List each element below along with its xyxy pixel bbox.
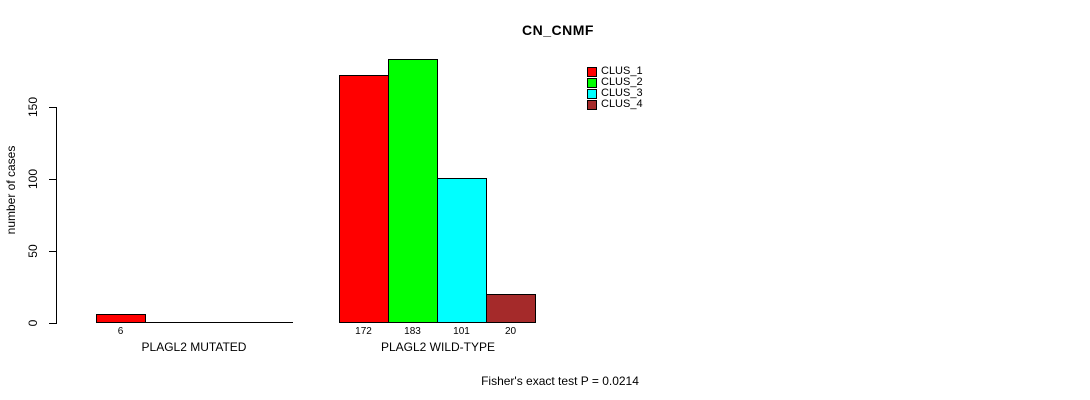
bar-value-label: 20 (504, 326, 517, 337)
y-axis-tick-label: 150 (26, 96, 40, 118)
bar-clus-1-group1 (96, 314, 146, 323)
fisher-test-annotation: Fisher's exact test P = 0.0214 (481, 374, 639, 388)
legend-label: CLUS_1 (601, 65, 643, 77)
y-axis-tick-label: 100 (26, 168, 40, 190)
y-axis-tick-label: 50 (26, 244, 40, 258)
y-axis-line (56, 107, 57, 324)
bar-clus-1-group2 (339, 75, 389, 323)
zero-bar-clus-2-group1 (145, 322, 195, 323)
y-axis-tick-label: 0 (26, 319, 40, 327)
bar-value-label: 101 (453, 326, 470, 337)
y-axis-label: number of cases (4, 145, 18, 235)
legend-swatch-icon (587, 77, 597, 88)
bar-value-label: 172 (355, 326, 372, 337)
legend-swatch-icon (587, 88, 597, 99)
legend-item-clus_2: CLUS_2 (587, 77, 643, 88)
zero-bar-clus-3-group1 (194, 322, 244, 323)
legend-item-clus_4: CLUS_4 (587, 99, 643, 110)
y-axis-tick (49, 323, 56, 324)
legend-item-clus_1: CLUS_1 (587, 66, 643, 77)
zero-bar-clus-4-group1 (243, 322, 293, 323)
legend-label: CLUS_2 (601, 76, 643, 88)
category-label-plagl2-mutated: PLAGL2 MUTATED (141, 340, 247, 354)
bar-clus-2-group2 (388, 59, 438, 323)
bar-clus-3-group2 (437, 178, 487, 323)
y-axis-tick (49, 179, 56, 180)
legend-label: CLUS_4 (601, 98, 643, 110)
legend-swatch-icon (587, 99, 597, 110)
y-axis-tick (49, 251, 56, 252)
chart-title: CN_CNMF (522, 22, 594, 38)
legend: CLUS_1 CLUS_2 CLUS_3 CLUS_4 (587, 66, 643, 110)
legend-swatch-icon (587, 66, 597, 77)
category-label-plagl2-wild-type: PLAGL2 WILD-TYPE (380, 340, 496, 354)
legend-label: CLUS_3 (601, 87, 643, 99)
bar-value-label: 183 (404, 326, 421, 337)
legend-item-clus_3: CLUS_3 (587, 88, 643, 99)
bar-clus-4-group2 (486, 294, 536, 323)
bar-value-label: 6 (117, 326, 124, 337)
y-axis-tick (49, 107, 56, 108)
